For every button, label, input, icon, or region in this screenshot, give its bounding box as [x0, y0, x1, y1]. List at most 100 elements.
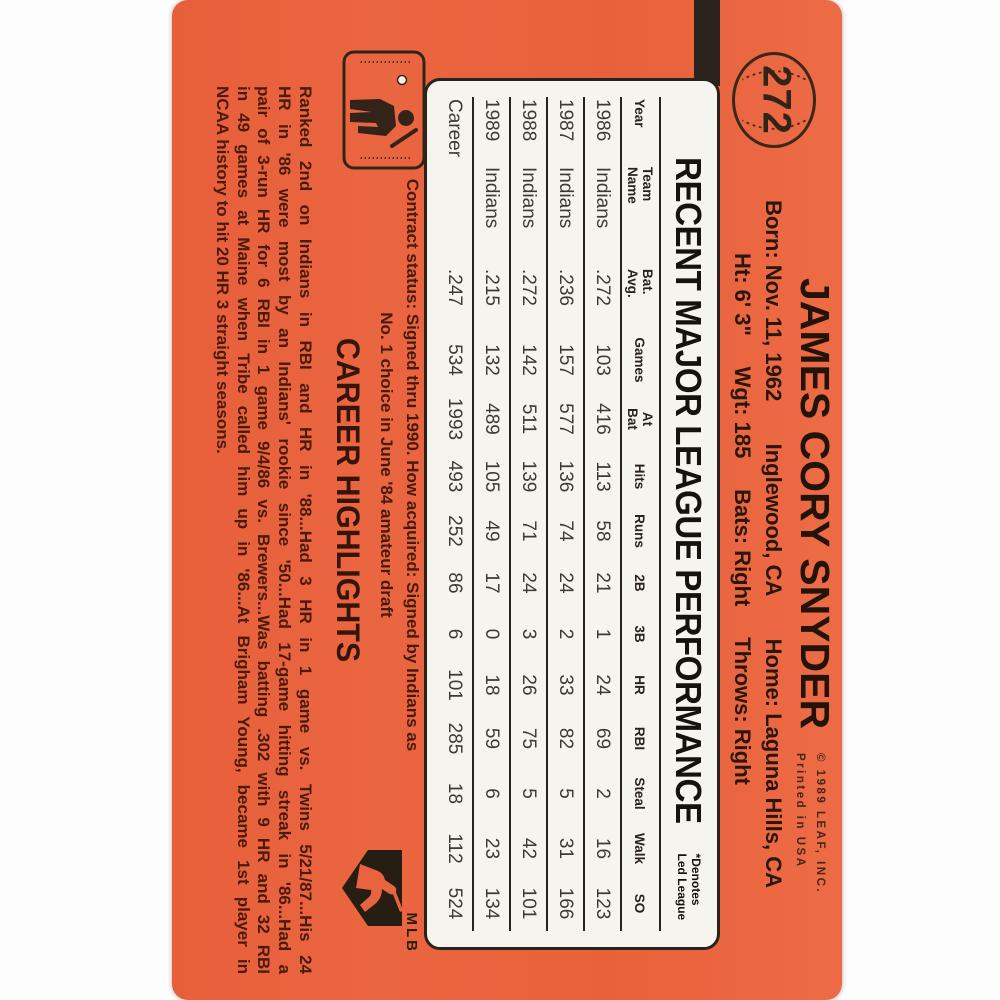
- stat-cell: .272: [509, 267, 547, 330]
- stat-cell: 24: [583, 659, 621, 711]
- stat-cell: 26: [509, 659, 547, 711]
- stat-cell: 489: [472, 390, 510, 448]
- stat-cell: 142: [509, 330, 547, 390]
- career-highlights-line: pair of 3-run HR for 6 RBI in 1 game 9/4…: [254, 86, 274, 974]
- stat-cell: 577: [546, 390, 584, 448]
- bio-throws: Throws: Right: [730, 637, 755, 785]
- stats-header-row: Year Team Name Bat. Avg. Games At Bat Hits Runs 2B…: [620, 97, 660, 931]
- miscut-edge-artifact: [694, 0, 720, 86]
- bio-bats: Bats: Right: [730, 489, 755, 607]
- col-header-3b: 3B: [620, 609, 660, 659]
- stat-cell: 3: [509, 609, 547, 659]
- bio-line-1: Born: Nov. 11, 1962 Inglewood, CA Home: …: [760, 200, 786, 888]
- stat-cell: 18: [444, 782, 466, 805]
- stat-cell: 24: [509, 557, 547, 609]
- stat-cell: 113: [583, 448, 621, 505]
- col-header-hr: HR: [620, 659, 660, 711]
- stat-cell: 49: [472, 505, 510, 557]
- bio-birthplace: Inglewood, CA: [761, 443, 786, 597]
- stats-table: Year Team Name Bat. Avg. Games At Bat Hits Runs 2B…: [436, 97, 661, 931]
- stat-cell: 86: [444, 572, 466, 594]
- copyright-line: © 1989 LEAF, INC.: [814, 753, 826, 895]
- stat-cell: 285: [444, 722, 466, 755]
- stat-cell: 511: [509, 390, 547, 448]
- career-highlights-title: CAREER HIGHLIGHTS: [330, 337, 366, 663]
- bio-height: Ht: 6' 3": [730, 253, 755, 336]
- stat-cell: 1993: [444, 397, 466, 441]
- stat-cell: 252: [444, 515, 466, 547]
- stat-cell: 75: [509, 711, 547, 766]
- mlbpa-logo: [342, 50, 426, 170]
- career-highlights-text: Ranked 2nd on Indians in RBI and HR in '…: [211, 86, 315, 974]
- stat-cell: 16: [583, 821, 621, 876]
- col-header-team-name: Team Name: [620, 157, 660, 267]
- col-header-hits: Hits: [620, 448, 660, 505]
- baseball-stitches-icon: [741, 70, 807, 130]
- col-header-at-bat: At Bat: [620, 390, 660, 448]
- career-highlights-line: NCAA history to hit 20 HR 3 straight sea…: [212, 86, 232, 454]
- stat-cell: .247: [444, 269, 466, 306]
- stats-panel-header: RECENT MAJOR LEAGUE PERFORMANCE *Denotes…: [663, 97, 713, 931]
- stat-cell: 59: [472, 711, 510, 766]
- stat-cell: .236: [546, 267, 584, 330]
- stat-cell: 6: [472, 766, 510, 821]
- printed-in-line: Printed in USA: [793, 753, 806, 869]
- col-header-steal: Steal: [620, 766, 660, 821]
- denotes-line-2: Led League: [675, 853, 689, 921]
- col-header-runs: Runs: [620, 505, 660, 557]
- denotes-line-1: *Denotes: [688, 853, 703, 906]
- stat-cell: 416: [583, 390, 621, 448]
- career-highlights-line: Ranked 2nd on Indians in RBI and HR in '…: [296, 86, 315, 974]
- bio-weight: Wgt: 185: [730, 366, 755, 459]
- stats-row-1986: 1986 Indians .272 103 416 113 58 21 1 24 69 2 16 123: [583, 97, 621, 931]
- stat-cell: 0: [472, 609, 510, 659]
- stat-cell: 71: [509, 505, 547, 557]
- stats-row-1987: 1987 Indians .236 157 577 136 74 24 2 33 82 5 31 166: [546, 97, 584, 931]
- stat-cell: 82: [546, 711, 584, 766]
- col-header-so: SO: [620, 876, 660, 931]
- stat-cell: 493: [444, 460, 466, 493]
- stat-cell: 534: [444, 344, 466, 376]
- mlbpa-batter-icon: [342, 50, 426, 170]
- stat-cell: 33: [546, 659, 584, 711]
- card-number-baseball: 272: [732, 52, 816, 148]
- stat-cell: 103: [583, 330, 621, 390]
- stat-cell: 139: [509, 448, 547, 505]
- stat-cell: Career: [444, 99, 466, 158]
- contract-line-2: No. 1 choice in June '84 amateur draft: [377, 312, 396, 618]
- stat-cell: 1987: [546, 97, 584, 157]
- stat-cell: 24: [546, 557, 584, 609]
- career-highlights-line: in 49 games at Maine when Tribe called h…: [233, 86, 253, 974]
- stat-cell: 17: [472, 557, 510, 609]
- stat-cell: 1988: [509, 97, 547, 157]
- stats-row-1988: 1988 Indians .272 142 511 139 71 24 3 26 75 5 42 101: [509, 97, 547, 931]
- col-header-rbi: RBI: [620, 711, 660, 766]
- card-number: 272: [754, 65, 799, 135]
- stat-cell: 23: [472, 821, 510, 876]
- stat-cell: 123: [583, 876, 621, 931]
- stat-cell: 101: [444, 669, 466, 701]
- stat-cell: 31: [546, 821, 584, 876]
- stat-cell: .272: [583, 267, 621, 330]
- stat-cell: 134: [472, 876, 510, 931]
- col-header-2b: 2B: [620, 557, 660, 609]
- stat-cell: Indians: [546, 157, 584, 267]
- stat-cell: 18: [472, 659, 510, 711]
- stat-cell: 101: [509, 876, 547, 931]
- stat-cell: 105: [472, 448, 510, 505]
- stats-row-1989: 1989 Indians .215 132 489 105 49 17 0 18 59 6 23 134: [472, 97, 510, 931]
- stat-cell: 524: [444, 887, 466, 920]
- col-header-bat-avg-: Bat. Avg.: [620, 267, 660, 330]
- stat-cell: 2: [546, 609, 584, 659]
- stat-cell: Indians: [583, 157, 621, 267]
- stat-cell: 5: [546, 766, 584, 821]
- stat-cell: 21: [583, 557, 621, 609]
- stat-cell: 2: [583, 766, 621, 821]
- stats-panel: RECENT MAJOR LEAGUE PERFORMANCE *Denotes…: [424, 78, 720, 950]
- stat-cell: 5: [509, 766, 547, 821]
- stat-cell: 6: [444, 628, 466, 640]
- stat-cell: 136: [546, 448, 584, 505]
- stats-title: RECENT MAJOR LEAGUE PERFORMANCE: [668, 157, 709, 824]
- stat-cell: 42: [509, 821, 547, 876]
